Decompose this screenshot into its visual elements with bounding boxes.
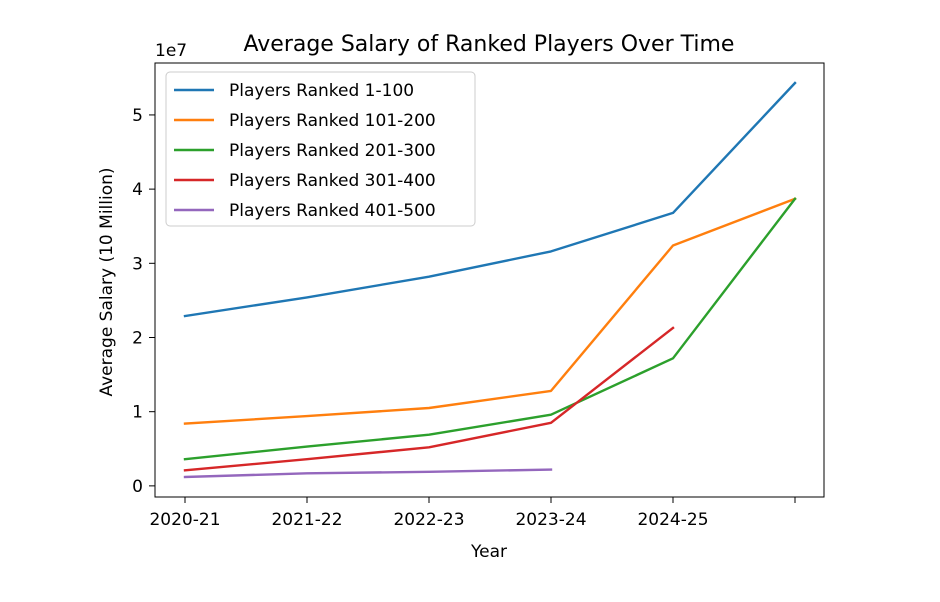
series-lines bbox=[183, 81, 797, 479]
y-axis-ticks: 0 1 2 3 4 5 bbox=[132, 106, 155, 497]
chart-title: Average Salary of Ranked Players Over Ti… bbox=[244, 32, 735, 57]
legend-label-1: Players Ranked 1-100 bbox=[229, 81, 414, 101]
x-tick-label: 2023-24 bbox=[515, 510, 586, 530]
series-line-4 bbox=[183, 326, 675, 472]
x-tick-label: 2022-23 bbox=[393, 510, 464, 530]
y-tick-label: 3 bbox=[132, 254, 143, 274]
x-axis-ticks: 2020-21 2021-22 2022-23 2023-24 2024-25 bbox=[149, 497, 796, 530]
series-line-5 bbox=[183, 468, 553, 479]
x-tick-label: 2021-22 bbox=[271, 510, 342, 530]
y-tick-label: 1 bbox=[132, 403, 143, 423]
legend-label-3: Players Ranked 201-300 bbox=[229, 141, 436, 161]
legend-frame bbox=[165, 71, 476, 227]
axes-frame bbox=[154, 62, 825, 498]
legend-label-2: Players Ranked 101-200 bbox=[229, 111, 436, 131]
y-offset-label: 1e7 bbox=[155, 41, 187, 61]
legend-label-5: Players Ranked 401-500 bbox=[229, 201, 436, 221]
x-tick-label: 2020-21 bbox=[149, 510, 220, 530]
plot-area bbox=[154, 62, 825, 498]
series-line-2 bbox=[183, 197, 797, 425]
series-line-1 bbox=[183, 81, 797, 318]
y-tick-label: 5 bbox=[132, 106, 143, 126]
x-axis-label: Year bbox=[470, 542, 507, 562]
y-axis-label: Average Salary (10 Million) bbox=[97, 167, 117, 396]
y-tick-label: 4 bbox=[132, 180, 143, 200]
series-line-3 bbox=[183, 197, 797, 461]
legend-label-4: Players Ranked 301-400 bbox=[229, 171, 436, 191]
y-tick-label: 0 bbox=[132, 477, 143, 497]
x-tick-label: 2024-25 bbox=[637, 510, 708, 530]
y-tick-label: 2 bbox=[132, 328, 143, 348]
legend: Players Ranked 1-100 Players Ranked 101-2… bbox=[165, 71, 476, 227]
